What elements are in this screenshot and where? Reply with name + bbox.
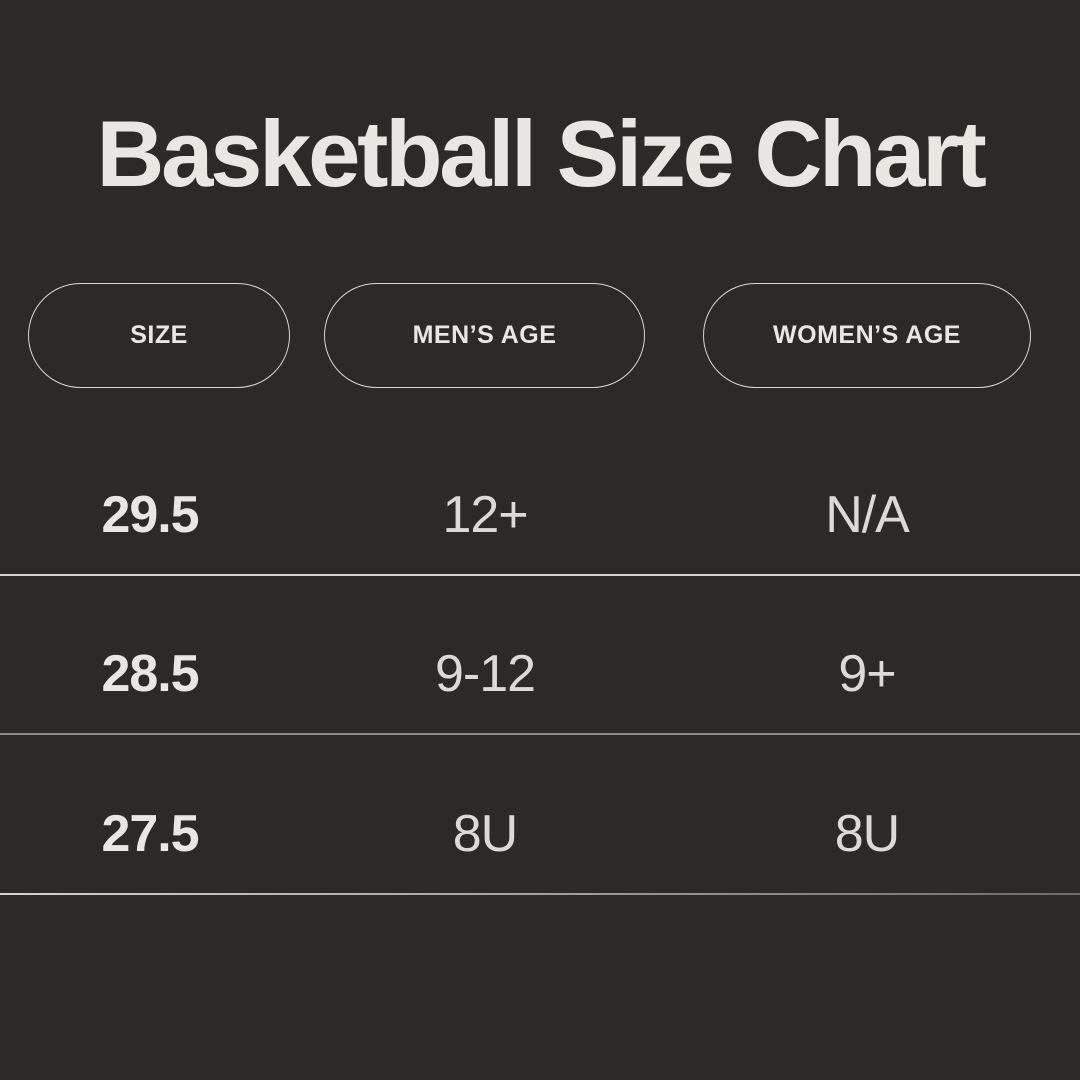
- row-divider: [0, 733, 1080, 735]
- table-body: 29.5 12+ N/A 28.5 9-12 9+ 27.5 8U 8U: [0, 416, 1080, 895]
- table-row: 29.5 12+ N/A: [0, 416, 1080, 574]
- cell-womens-age: N/A: [825, 485, 910, 544]
- row-divider: [0, 892, 1080, 895]
- header-pill-womens-age: WOMEN’S AGE: [703, 283, 1031, 388]
- page-title: Basketball Size Chart: [96, 101, 987, 206]
- cell-size: 28.5: [101, 645, 199, 703]
- table-row: 28.5 9-12 9+: [0, 576, 1080, 734]
- header-pill-mens-age: MEN’S AGE: [324, 283, 645, 388]
- cell-size: 27.5: [101, 804, 199, 863]
- cell-mens-age: 12+: [442, 485, 528, 544]
- cell-mens-age: 9-12: [435, 645, 536, 703]
- cell-mens-age: 8U: [452, 804, 518, 863]
- header-pill-size: SIZE: [28, 283, 290, 388]
- row-divider: [0, 573, 1080, 576]
- cell-womens-age: 9+: [838, 645, 896, 703]
- header-label-size: SIZE: [130, 321, 188, 349]
- header-label-womens-age: WOMEN’S AGE: [773, 321, 961, 349]
- cell-womens-age: 8U: [834, 804, 900, 863]
- table-row: 27.5 8U 8U: [0, 735, 1080, 893]
- header-label-mens-age: MEN’S AGE: [412, 321, 557, 349]
- cell-size: 29.5: [101, 485, 199, 544]
